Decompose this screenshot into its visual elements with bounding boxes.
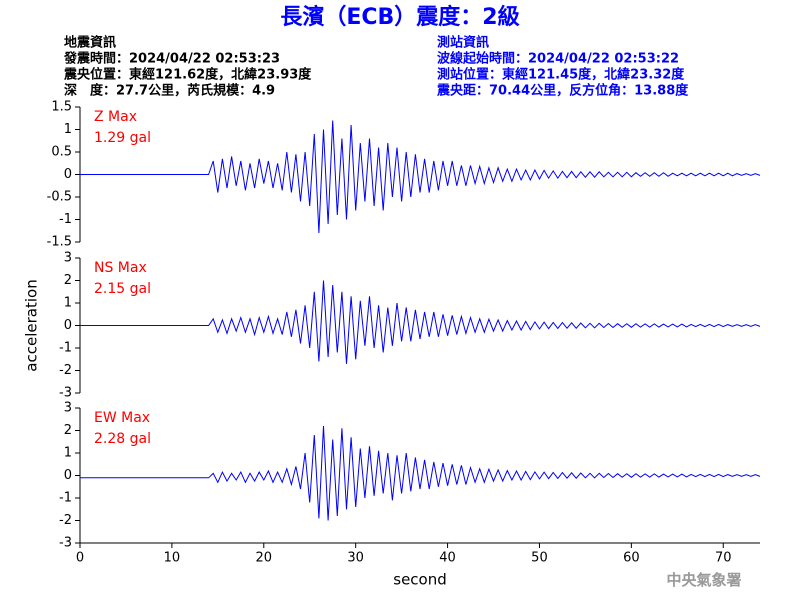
y-tick-label: 0.5 [51,145,72,160]
y-tick-label: -2 [59,513,72,528]
y-tick-label: 3 [64,251,72,266]
y-tick-label: 2 [64,423,72,438]
y-tick-label: 3 [64,401,72,416]
x-tick-label: 50 [531,551,548,566]
waveform [80,280,761,364]
y-tick-label: 1 [64,446,72,461]
y-tick-label: 0 [64,318,72,333]
x-tick-label: 0 [76,551,84,566]
max-label: 2.28 gal [94,431,151,447]
x-tick-label: 30 [347,551,364,566]
x-tick-label: 60 [623,551,640,566]
y-tick-label: -3 [59,536,72,551]
waveform [80,425,761,521]
y-tick-label: -0.5 [47,190,72,205]
max-label: Z Max [94,109,137,125]
y-tick-label: 0 [64,468,72,483]
quake-info: 深 度：27.7公里，芮氏規模：4.9 [64,83,275,99]
y-tick-label: 0 [64,167,72,182]
y-tick-label: 1 [64,122,72,137]
y-axis-label: acceleration [23,279,41,371]
station-info: 測站資訊 [437,35,489,51]
title: 長濱（ECB）震度：2級 [280,4,519,30]
quake-info: 發震時間：2024/04/22 02:53:23 [63,51,280,67]
max-label: NS Max [94,260,147,276]
x-tick-label: 20 [256,551,273,566]
x-tick-label: 70 [715,551,732,566]
station-info: 測站位置：東經121.45度，北緯23.32度 [437,67,685,83]
max-label: EW Max [94,410,150,426]
y-tick-label: -1 [59,491,72,506]
max-label: 1.29 gal [94,130,151,146]
y-tick-label: -1 [59,212,72,227]
x-axis-label: second [393,571,447,589]
station-info: 波線起始時間：2024/04/22 02:53:22 [437,51,679,67]
y-tick-label: -2 [59,363,72,378]
quake-info: 震央位置：東經121.62度，北緯23.93度 [63,67,312,83]
y-tick-label: 2 [64,273,72,288]
y-tick-label: -3 [59,386,72,401]
max-label: 2.15 gal [94,281,151,297]
watermark: 中央氣象署 [666,571,741,589]
y-tick-label: -1 [59,341,72,356]
station-info: 震央距：70.44公里，反方位角：13.88度 [436,83,689,99]
x-tick-label: 40 [439,551,456,566]
x-tick-label: 10 [164,551,181,566]
y-tick-label: 1.5 [51,100,72,115]
quake-info: 地震資訊 [64,35,116,51]
y-tick-label: -1.5 [47,235,72,250]
waveform [80,120,761,234]
y-tick-label: 1 [64,296,72,311]
